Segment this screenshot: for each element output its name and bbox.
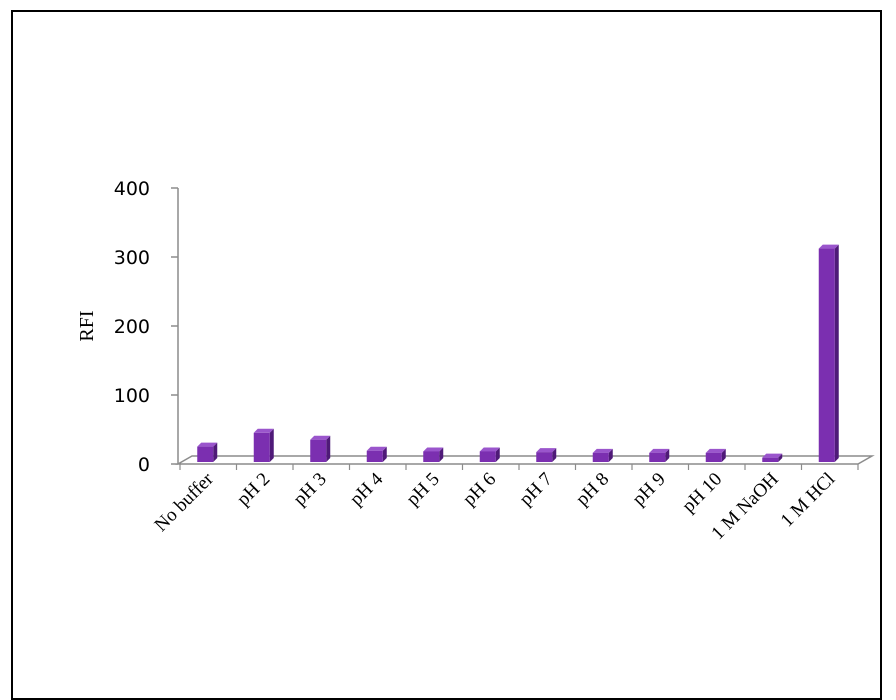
bar-top — [253, 428, 274, 433]
bar-top — [592, 448, 613, 453]
bar-side — [552, 448, 557, 462]
bar — [705, 448, 726, 462]
bar-side — [495, 447, 500, 462]
bar-top — [197, 442, 218, 447]
bar-side — [778, 453, 783, 462]
bar — [479, 447, 500, 462]
bar — [423, 447, 444, 462]
bar — [197, 442, 218, 462]
bar-side — [721, 448, 726, 462]
bar — [310, 435, 331, 462]
bar-side — [326, 435, 331, 462]
bar-top — [818, 244, 839, 249]
x-tick-label: 1 M HCl — [777, 469, 840, 532]
bar-front — [197, 446, 214, 462]
bar — [536, 448, 557, 462]
y-tick-label: 300 — [114, 247, 150, 269]
bar-front — [705, 452, 722, 462]
bar-top — [479, 447, 500, 452]
x-tick-label: No buffer — [151, 468, 219, 536]
bar-front — [536, 452, 553, 462]
x-tick-label: pH 8 — [572, 469, 613, 510]
bar-side — [665, 448, 670, 462]
chart-frame — [11, 10, 882, 700]
y-tick-label: 200 — [114, 316, 150, 338]
bar-front — [253, 432, 270, 462]
y-tick-labels: 0 100 200 300 400 — [114, 178, 150, 476]
bar-front — [762, 457, 779, 462]
y-axis-label: RFI — [76, 310, 98, 341]
x-tick-label: pH 6 — [459, 469, 500, 510]
x-tick-label: pH 9 — [628, 469, 669, 510]
x-axis-floor — [175, 455, 875, 465]
bar — [366, 446, 387, 462]
bar-front — [592, 452, 609, 462]
bar-front — [479, 451, 496, 462]
bar-top — [649, 448, 670, 453]
y-tick-label: 400 — [114, 178, 150, 200]
bar — [762, 453, 783, 462]
bar-front — [310, 439, 327, 462]
bar-side — [382, 446, 387, 462]
bar-side — [269, 428, 274, 462]
x-tick-label: pH 7 — [515, 469, 556, 510]
x-tick-label: pH 2 — [233, 469, 274, 510]
y-tick-label: 100 — [114, 385, 150, 407]
x-tick-label: pH 3 — [289, 469, 330, 510]
bar — [818, 244, 839, 462]
y-tick-label: 0 — [138, 454, 150, 476]
bar-front — [366, 450, 383, 462]
bars — [197, 244, 839, 462]
bar-top — [366, 446, 387, 451]
bar-top — [310, 435, 331, 440]
bar-top — [705, 448, 726, 453]
bar-front — [423, 451, 440, 462]
bar-side — [439, 447, 444, 462]
x-tick-labels: No buffer pH 2 pH 3 pH 4 pH 5 pH 6 pH 7 pH 8 pH … — [151, 468, 840, 544]
bar-side — [608, 448, 613, 462]
bar-front — [818, 248, 835, 462]
bar-top — [762, 453, 783, 458]
bar-side — [213, 442, 218, 462]
bar — [592, 448, 613, 462]
bar-front — [649, 452, 666, 462]
bar — [253, 428, 274, 462]
x-tick-label: pH 4 — [346, 468, 388, 510]
bar-chart: 0 100 200 300 400 No buffer pH 2 pH 3 pH 4 pH 5 p… — [76, 178, 875, 544]
bar-top — [423, 447, 444, 452]
bar — [649, 448, 670, 462]
bar-side — [834, 244, 839, 462]
bar-top — [536, 448, 557, 453]
axes — [171, 187, 875, 470]
x-tick-label: pH 5 — [402, 469, 443, 510]
x-tick-label: pH 10 — [678, 469, 726, 517]
